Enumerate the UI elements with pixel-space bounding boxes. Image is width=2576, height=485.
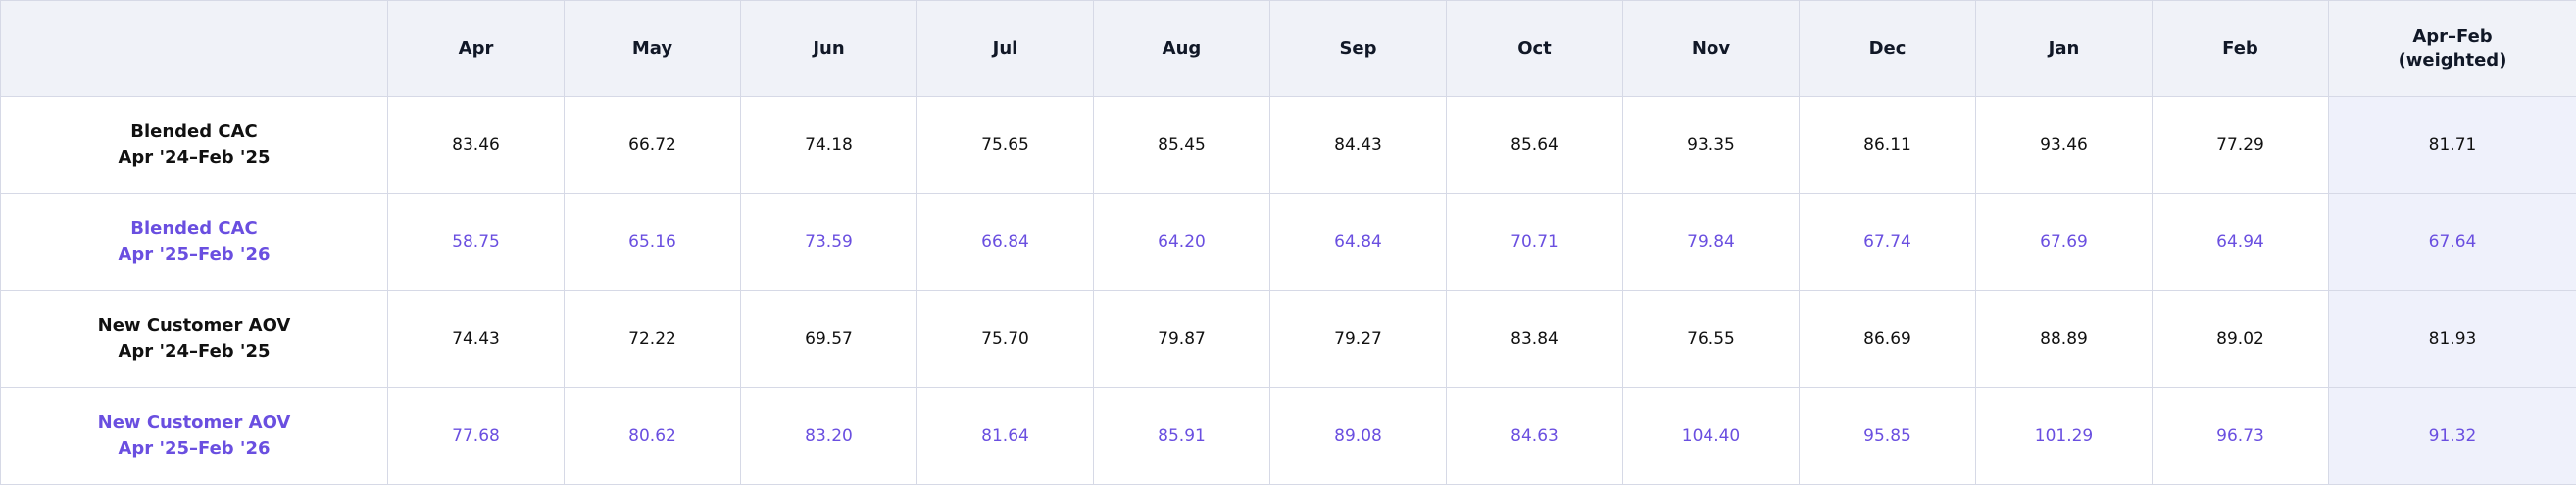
table-cell: 81.64	[916, 387, 1094, 485]
table-row: New Customer AOV Apr '25–Feb '26 77.68 8…	[0, 387, 2576, 485]
table-cell: 74.18	[740, 96, 917, 194]
header-month-feb: Feb	[2152, 0, 2329, 97]
table-cell: 64.84	[1269, 193, 1447, 291]
total-cell: 81.71	[2328, 96, 2576, 194]
table-cell: 79.27	[1269, 290, 1447, 388]
row-label-metric: Blended CAC	[130, 218, 258, 239]
table-cell: 79.84	[1622, 193, 1800, 291]
row-label-metric: New Customer AOV	[97, 412, 291, 433]
table-cell: 83.20	[740, 387, 917, 485]
table-cell: 77.29	[2152, 96, 2329, 194]
header-month-aug: Aug	[1093, 0, 1270, 97]
table-cell: 86.11	[1799, 96, 1976, 194]
table-cell: 84.63	[1446, 387, 1623, 485]
header-total-line2: (weighted)	[2398, 49, 2507, 71]
table-cell: 101.29	[1975, 387, 2153, 485]
table-cell: 58.75	[387, 193, 565, 291]
table-cell: 72.22	[564, 290, 741, 388]
row-label: Blended CAC Apr '24–Feb '25	[0, 96, 388, 194]
header-month-nov: Nov	[1622, 0, 1800, 97]
header-month-jun: Jun	[740, 0, 917, 97]
row-label: New Customer AOV Apr '25–Feb '26	[0, 387, 388, 485]
header-month-oct: Oct	[1446, 0, 1623, 97]
row-label: Blended CAC Apr '25–Feb '26	[0, 193, 388, 291]
table-header: Apr May Jun Jul Aug Sep Oct Nov Dec Jan …	[0, 0, 2576, 97]
header-total: Apr–Feb (weighted)	[2328, 0, 2576, 97]
table-cell: 88.89	[1975, 290, 2153, 388]
table-cell: 93.46	[1975, 96, 2153, 194]
table-cell: 77.68	[387, 387, 565, 485]
table-cell: 89.02	[2152, 290, 2329, 388]
total-cell: 91.32	[2328, 387, 2576, 485]
row-label-period: Apr '24–Feb '25	[118, 341, 271, 362]
table-cell: 64.20	[1093, 193, 1270, 291]
table-cell: 76.55	[1622, 290, 1800, 388]
table-cell: 93.35	[1622, 96, 1800, 194]
header-month-jan: Jan	[1975, 0, 2153, 97]
table-cell: 104.40	[1622, 387, 1800, 485]
header-month-sep: Sep	[1269, 0, 1447, 97]
table-cell: 84.43	[1269, 96, 1447, 194]
table-row: New Customer AOV Apr '24–Feb '25 74.43 7…	[0, 290, 2576, 388]
table-cell: 70.71	[1446, 193, 1623, 291]
total-cell: 67.64	[2328, 193, 2576, 291]
header-month-apr: Apr	[387, 0, 565, 97]
row-label-period: Apr '24–Feb '25	[118, 147, 271, 168]
table-cell: 79.87	[1093, 290, 1270, 388]
table-cell: 75.70	[916, 290, 1094, 388]
table-cell: 86.69	[1799, 290, 1976, 388]
table-row: Blended CAC Apr '25–Feb '26 58.75 65.16 …	[0, 193, 2576, 291]
table-cell: 64.94	[2152, 193, 2329, 291]
table-cell: 83.46	[387, 96, 565, 194]
header-month-jul: Jul	[916, 0, 1094, 97]
table-cell: 80.62	[564, 387, 741, 485]
row-label: New Customer AOV Apr '24–Feb '25	[0, 290, 388, 388]
table-body: Blended CAC Apr '24–Feb '25 83.46 66.72 …	[0, 96, 2576, 485]
total-cell: 81.93	[2328, 290, 2576, 388]
table-cell: 74.43	[387, 290, 565, 388]
table-cell: 85.64	[1446, 96, 1623, 194]
header-total-line1: Apr–Feb	[2412, 25, 2493, 47]
table-cell: 67.74	[1799, 193, 1976, 291]
table-cell: 66.72	[564, 96, 741, 194]
table-cell: 83.84	[1446, 290, 1623, 388]
table-cell: 75.65	[916, 96, 1094, 194]
table-cell: 66.84	[916, 193, 1094, 291]
table-cell: 67.69	[1975, 193, 2153, 291]
row-label-metric: Blended CAC	[130, 121, 258, 142]
table-cell: 65.16	[564, 193, 741, 291]
header-row: Apr May Jun Jul Aug Sep Oct Nov Dec Jan …	[0, 0, 2576, 97]
header-month-dec: Dec	[1799, 0, 1976, 97]
table-cell: 96.73	[2152, 387, 2329, 485]
table-cell: 69.57	[740, 290, 917, 388]
header-label-cell	[0, 0, 388, 97]
table-cell: 73.59	[740, 193, 917, 291]
row-label-period: Apr '25–Feb '26	[118, 438, 271, 459]
table-cell: 85.91	[1093, 387, 1270, 485]
header-month-may: May	[564, 0, 741, 97]
table-cell: 89.08	[1269, 387, 1447, 485]
table-cell: 85.45	[1093, 96, 1270, 194]
table-row: Blended CAC Apr '24–Feb '25 83.46 66.72 …	[0, 96, 2576, 194]
table-cell: 95.85	[1799, 387, 1976, 485]
row-label-period: Apr '25–Feb '26	[118, 244, 271, 265]
row-label-metric: New Customer AOV	[97, 315, 291, 336]
